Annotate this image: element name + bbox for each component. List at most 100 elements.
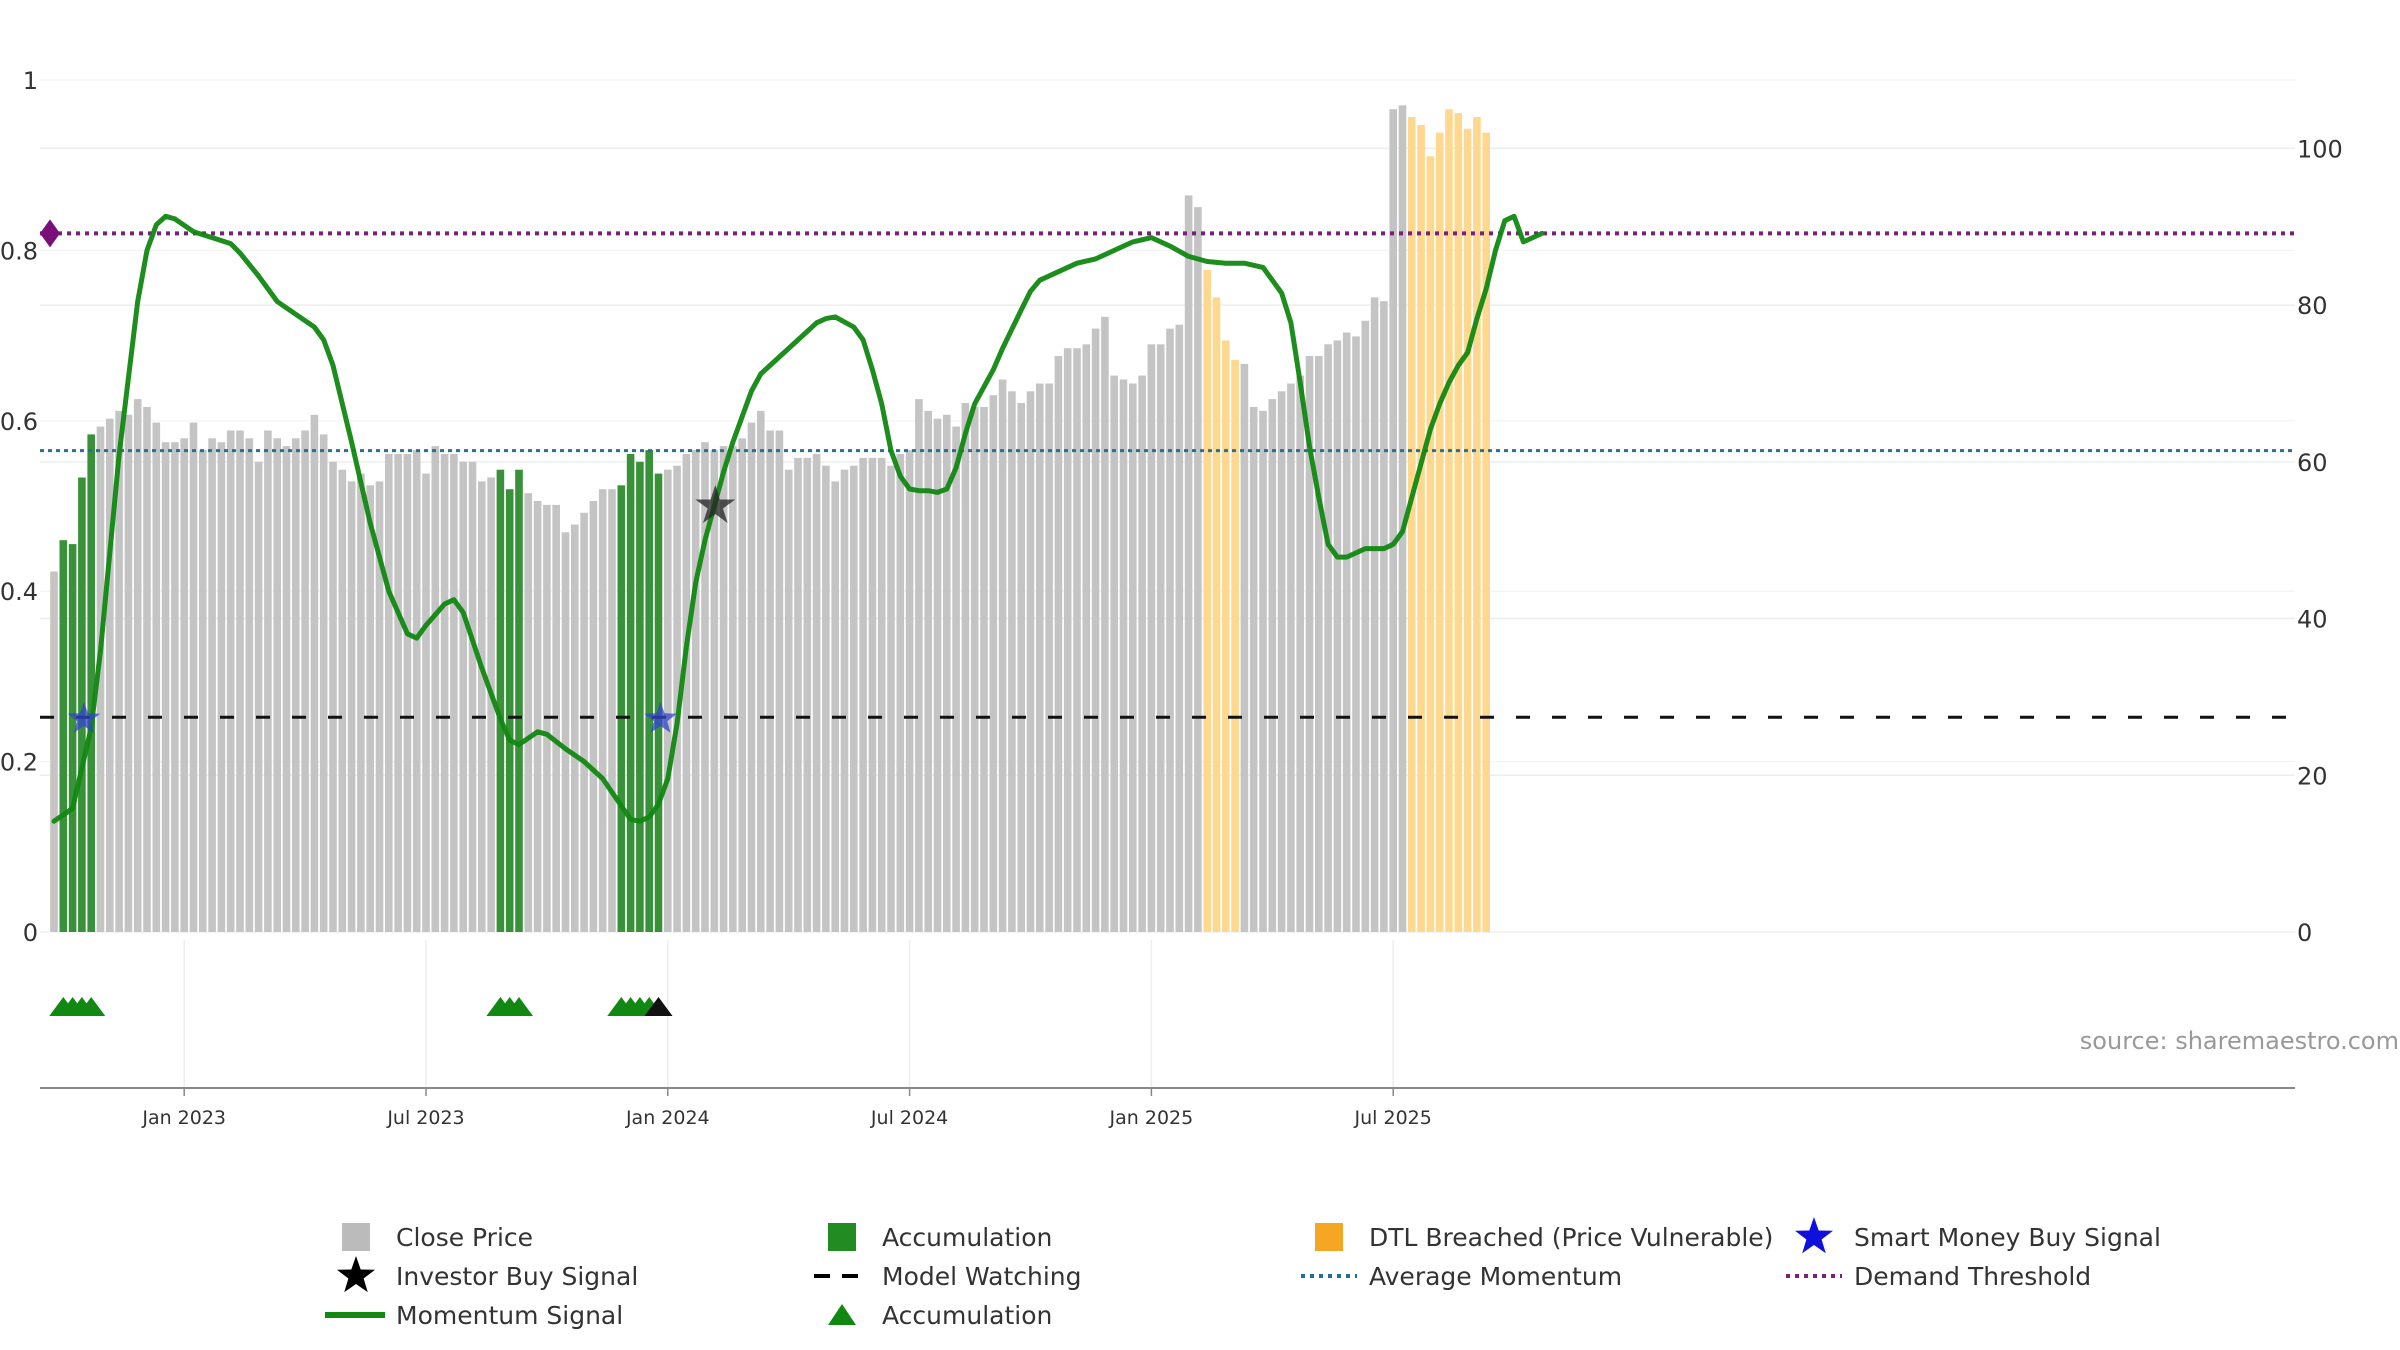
legend-item-model-watching: Model Watching	[814, 1262, 1082, 1291]
close-price-bar	[850, 465, 858, 932]
legend-item-demand-threshold: Demand Threshold	[1786, 1262, 2091, 1291]
legend-item-accumulation: Accumulation	[828, 1223, 1052, 1252]
close-price-bar	[1370, 297, 1379, 932]
close-price-bar	[189, 422, 198, 932]
dtl-breached-bar	[1426, 156, 1435, 932]
accumulation-triangle	[505, 997, 533, 1016]
close-price-bar	[106, 418, 114, 932]
close-price-bar	[301, 430, 309, 932]
close-price-bar	[701, 442, 709, 932]
accumulation-bar	[645, 450, 653, 932]
close-price-bar	[868, 457, 877, 932]
legend-item-dtl-breached-price-vulnerable: DTL Breached (Price Vulnerable)	[1315, 1223, 1773, 1252]
close-price-bar	[366, 485, 374, 932]
demand-threshold-marker	[40, 219, 60, 248]
left-tick-label: 0.4	[0, 578, 38, 606]
close-price-bar	[329, 461, 337, 932]
close-price-bar	[691, 450, 700, 932]
close-price-bar	[180, 438, 188, 932]
legend-label: Model Watching	[882, 1262, 1082, 1291]
close-price-bar	[217, 442, 226, 932]
close-price-bar	[1342, 332, 1351, 932]
close-price-bar	[933, 418, 942, 932]
accumulation-bar	[617, 485, 626, 932]
close-price-bar	[1315, 356, 1323, 932]
dtl-breached-bar	[1203, 269, 1211, 932]
legend-label: DTL Breached (Price Vulnerable)	[1369, 1223, 1773, 1252]
close-price-bar	[1119, 379, 1128, 932]
accumulation-bar	[87, 434, 95, 932]
close-price-bar	[1352, 336, 1360, 932]
close-price-bar	[1036, 383, 1044, 932]
momentum-signal-line	[51, 213, 1545, 824]
close-price-bar	[1398, 105, 1407, 933]
close-price-bar	[1091, 328, 1100, 933]
close-price-bar	[1259, 410, 1267, 932]
close-price-bar	[1101, 316, 1109, 932]
right-tick-label: 0	[2297, 919, 2312, 947]
dtl-breached-bar	[1212, 297, 1221, 932]
close-price-bar	[1249, 407, 1258, 932]
close-price-bar	[254, 461, 263, 932]
legend-item-close-price: Close Price	[342, 1223, 533, 1252]
accumulation-bar	[636, 461, 644, 932]
close-price-bar	[822, 465, 830, 932]
close-price-bar	[738, 438, 746, 932]
close-price-bar	[561, 532, 570, 932]
x-tick-label: Jan 2025	[1109, 1107, 1194, 1129]
close-price-bar	[1045, 383, 1053, 932]
close-price-bar	[171, 442, 179, 932]
dtl-breached-bar	[1445, 109, 1453, 932]
close-price-bar	[1073, 348, 1081, 932]
dtl-breached-bar	[1463, 128, 1472, 933]
legend-label: Momentum Signal	[396, 1301, 623, 1330]
legend-swatch-square	[342, 1223, 370, 1251]
right-tick-label: 100	[2297, 135, 2343, 163]
close-price-bar	[1268, 399, 1277, 933]
close-price-bar	[1082, 344, 1091, 932]
close-price-bar	[282, 446, 291, 932]
dtl-breached-bar	[1482, 132, 1490, 932]
right-tick-label: 20	[2297, 762, 2328, 790]
close-price-bar	[1287, 383, 1295, 932]
close-price-bar	[1129, 383, 1137, 932]
close-price-bar	[533, 501, 542, 932]
close-price-bar	[264, 430, 272, 932]
close-price-bar	[719, 446, 728, 932]
close-price-bar	[943, 414, 951, 932]
right-tick-label: 80	[2297, 292, 2328, 320]
x-tick-label: Jul 2025	[1354, 1107, 1432, 1129]
close-price-bar	[794, 457, 802, 932]
dtl-breached-bar	[1408, 117, 1416, 932]
close-price-bar	[1138, 375, 1146, 933]
legend-swatch-square	[828, 1223, 856, 1251]
left-tick-label: 0.6	[0, 408, 38, 436]
x-tick-label: Jan 2023	[141, 1107, 226, 1129]
close-price-bar	[840, 469, 849, 932]
close-price-bar	[877, 457, 886, 932]
legend-label: Accumulation	[882, 1301, 1052, 1330]
close-price-bar	[459, 461, 467, 932]
close-price-bar	[1277, 391, 1286, 932]
close-price-bar	[887, 465, 895, 932]
close-price-bar	[915, 399, 923, 933]
accumulation-triangle	[77, 997, 106, 1016]
close-price-bar	[1324, 344, 1332, 932]
close-price-bar	[710, 450, 719, 932]
close-price-bar	[96, 426, 105, 932]
close-price-bar	[952, 426, 960, 932]
legend-item-momentum-signal: Momentum Signal	[325, 1301, 623, 1330]
investor-triangle	[644, 997, 673, 1016]
close-price-bar	[598, 489, 607, 932]
close-price-bar	[133, 399, 142, 933]
close-price-bar	[571, 524, 579, 932]
accumulation-bar	[515, 469, 523, 932]
close-price-bar	[143, 407, 151, 932]
close-price-bar	[245, 438, 254, 932]
close-price-bar	[524, 493, 533, 932]
bar-series	[50, 105, 1490, 933]
close-price-bar	[440, 454, 449, 932]
dtl-breached-bar	[1435, 132, 1444, 932]
accumulation-bar	[78, 477, 86, 932]
legend-label: Investor Buy Signal	[396, 1262, 638, 1291]
